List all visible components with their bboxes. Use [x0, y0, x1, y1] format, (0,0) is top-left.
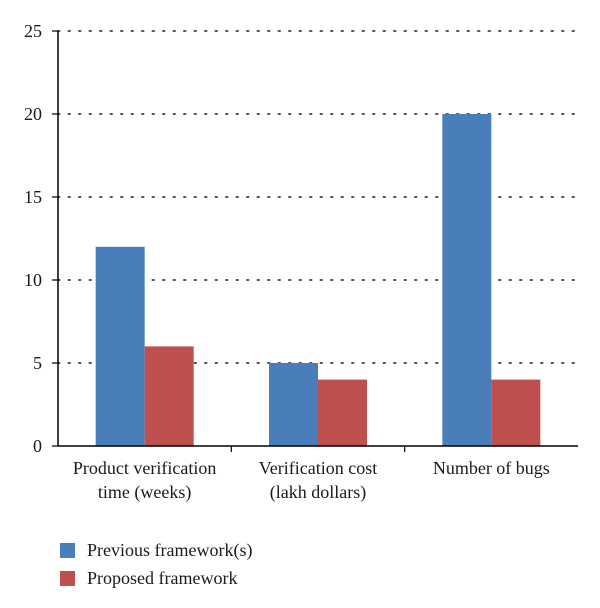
x-category-label-0: Product verification time (weeks) [73, 458, 216, 503]
legend-swatch-proposed [60, 570, 75, 586]
bar-series0-cat1 [269, 363, 318, 446]
x-category-label-1: Verification cost (lakh dollars) [259, 458, 377, 503]
y-tick-label-0: 0 [33, 436, 42, 456]
x-category-label-1-line-0: Verification cost [259, 458, 377, 478]
x-category-label-0-line-1: time (weeks) [98, 482, 191, 503]
x-category-label-2-line-0: Number of bugs [433, 458, 550, 478]
legend-item-previous: Previous framework(s) [60, 536, 252, 564]
axes [57, 31, 578, 452]
y-ticks: 0 5 10 15 20 25 [24, 21, 58, 456]
legend-swatch-previous [60, 542, 75, 558]
bar-series0-cat2 [442, 114, 492, 446]
bars [95, 114, 541, 446]
bar-series1-cat0 [144, 346, 194, 446]
bar-series1-cat2 [491, 379, 541, 446]
y-tick-label-10: 10 [24, 270, 42, 290]
y-tick-label-20: 20 [24, 104, 42, 124]
bar-series1-cat1 [318, 379, 367, 446]
x-category-label-1-line-1: (lakh dollars) [270, 482, 366, 503]
y-tick-label-15: 15 [24, 187, 42, 207]
y-tick-label-5: 5 [33, 353, 42, 373]
legend-label-previous: Previous framework(s) [87, 539, 253, 560]
x-categories: Product verification time (weeks) Verifica… [73, 458, 550, 503]
x-category-label-2: Number of bugs [433, 458, 550, 478]
legend-label-proposed: Proposed framework [87, 567, 238, 588]
legend-item-proposed: Proposed framework [60, 564, 252, 592]
y-tick-label-25: 25 [24, 21, 42, 41]
legend: Previous framework(s) Proposed framework [60, 536, 252, 592]
bar-series0-cat0 [95, 246, 145, 446]
x-category-label-0-line-0: Product verification [73, 458, 216, 478]
